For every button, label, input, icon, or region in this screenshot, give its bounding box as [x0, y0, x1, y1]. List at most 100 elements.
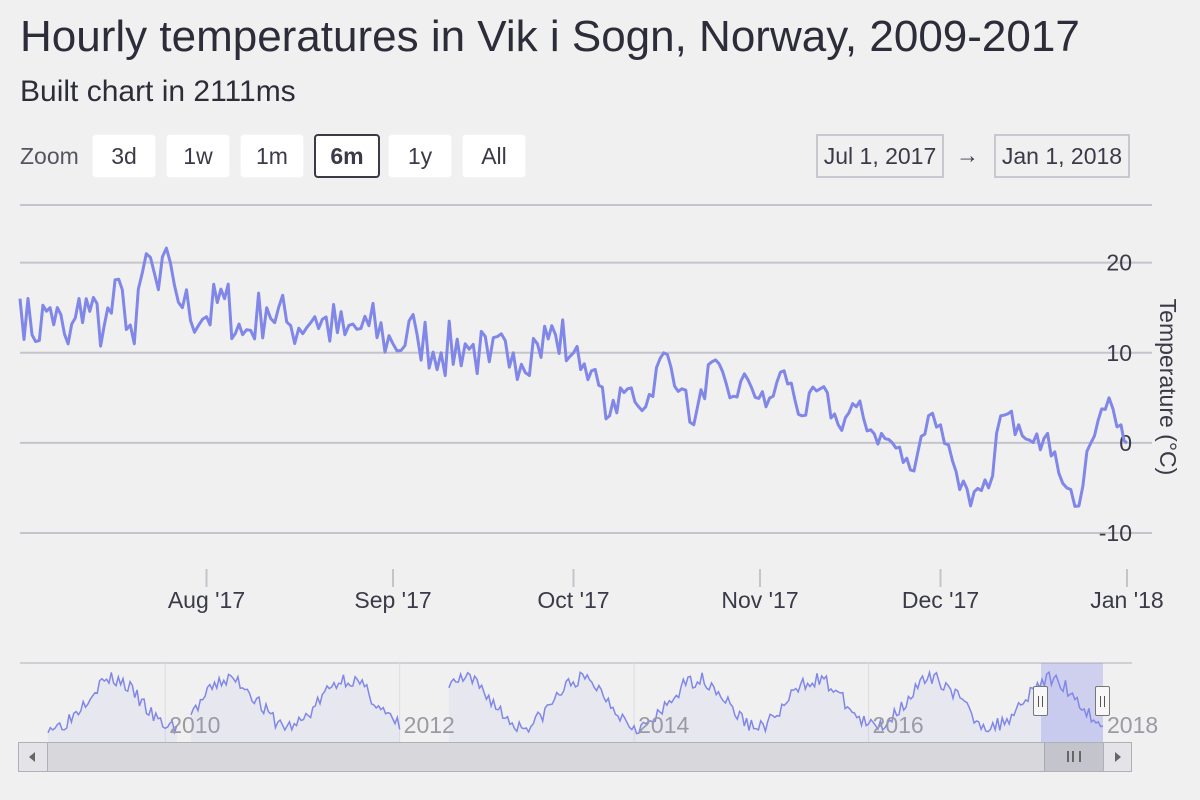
y-gridlines [20, 261, 1152, 534]
navigator-selection-mask [1041, 663, 1103, 743]
data-point [265, 306, 269, 310]
data-point [1065, 486, 1069, 490]
data-point [692, 423, 696, 427]
data-point [680, 387, 684, 391]
data-point [223, 297, 227, 301]
data-point [926, 414, 930, 418]
navigator-year-label: 2014 [638, 712, 689, 738]
data-point [951, 459, 955, 463]
x-tick-label: Sep '17 [354, 587, 431, 613]
x-tick-label: Oct '17 [537, 587, 609, 613]
chart-subtitle: Built chart in 2111ms [20, 75, 296, 108]
data-point [1053, 450, 1057, 454]
data-point [553, 333, 557, 337]
scrollbar-thumb[interactable] [1044, 743, 1104, 771]
navigator: 2010 2012 2014 2016 2018 [20, 662, 1158, 743]
zoom-all-button[interactable]: All [462, 134, 526, 178]
data-point [969, 504, 973, 508]
navigator-gridlines [164, 663, 870, 742]
data-point [343, 333, 347, 337]
x-tick-label: Jan '18 [1090, 587, 1163, 613]
data-point [391, 342, 395, 346]
scroll-left-icon [29, 752, 35, 762]
x-tick-label: Nov '17 [721, 587, 798, 613]
zoom-1m-button[interactable]: 1m [240, 134, 304, 178]
data-point [1119, 423, 1123, 427]
zoom-6m-button[interactable]: 6m [314, 134, 380, 178]
data-point [18, 297, 22, 301]
data-point [1125, 441, 1129, 445]
data-point [439, 351, 443, 355]
y-tick-label: 20 [1106, 250, 1132, 276]
data-point [938, 423, 942, 427]
y-tick-label: 0 [1119, 430, 1132, 456]
x-tick-label: Aug '17 [168, 587, 245, 613]
data-point [710, 360, 714, 364]
data-point [415, 333, 419, 337]
data-point [999, 414, 1003, 418]
scrollbar-left-button[interactable] [19, 743, 48, 771]
navigator-year-label: 2012 [404, 712, 455, 738]
data-point [313, 315, 317, 319]
chart-title: Hourly temperatures in Vik i Sogn, Norwa… [20, 12, 1080, 61]
zoom-label: Zoom [20, 143, 79, 169]
data-point [48, 306, 52, 310]
navigator-series-line [47, 669, 1104, 736]
data-point [890, 441, 894, 445]
y-axis-label: Temperature (°C) [1155, 299, 1181, 476]
data-point [144, 252, 148, 256]
data-point [168, 261, 172, 265]
navigator-year-label: 2016 [873, 712, 924, 738]
data-point [511, 351, 515, 355]
data-point [662, 351, 666, 355]
data-point [608, 414, 612, 418]
data-point [1017, 423, 1021, 427]
navigator-area [48, 672, 1103, 742]
data-point [241, 333, 245, 337]
navigator-right-handle[interactable] [1095, 686, 1110, 716]
series-points [18, 252, 1129, 508]
data-point [487, 360, 491, 364]
x-axis-ticks: Aug '17 Sep '17 Oct '17 Nov '17 Dec '17 Jan '… [168, 569, 1164, 613]
data-point [572, 351, 576, 355]
scrollbar[interactable] [18, 742, 1132, 772]
zoom-3d-button[interactable]: 3d [92, 134, 156, 178]
data-point [1035, 432, 1039, 436]
data-point [102, 324, 106, 328]
data-point [818, 387, 822, 391]
range-from-input[interactable]: Jul 1, 2017 [816, 134, 944, 178]
navigator-year-labels: 2010 2012 2014 2016 2018 [169, 712, 1158, 738]
data-point [872, 432, 876, 436]
x-tick-label: Dec '17 [902, 587, 979, 613]
data-point [289, 324, 293, 328]
data-point [205, 315, 209, 319]
y-tick-label: -10 [1099, 520, 1132, 546]
data-point [463, 342, 467, 346]
data-point [782, 369, 786, 373]
data-point [180, 306, 184, 310]
data-point [836, 423, 840, 427]
data-point [1089, 441, 1093, 445]
y-tick-label: 10 [1106, 340, 1132, 366]
scrollbar-right-button[interactable] [1103, 743, 1131, 771]
data-point [84, 297, 88, 301]
navigator-left-handle[interactable] [1033, 686, 1048, 716]
data-point [132, 342, 136, 346]
data-point [1077, 504, 1081, 508]
data-point [626, 387, 630, 391]
navigator-year-label: 2018 [1107, 712, 1158, 738]
data-point [800, 414, 804, 418]
data-point [987, 486, 991, 490]
data-point [535, 342, 539, 346]
data-point [30, 333, 34, 337]
data-point [728, 396, 732, 400]
scroll-right-icon [1115, 752, 1121, 762]
data-point [746, 378, 750, 382]
data-point [66, 342, 70, 346]
zoom-1y-button[interactable]: 1y [388, 134, 452, 178]
scroll-grip-icon [1067, 751, 1081, 762]
data-point [590, 369, 594, 373]
zoom-1w-button[interactable]: 1w [166, 134, 230, 178]
range-to-input[interactable]: Jan 1, 2018 [994, 134, 1130, 178]
